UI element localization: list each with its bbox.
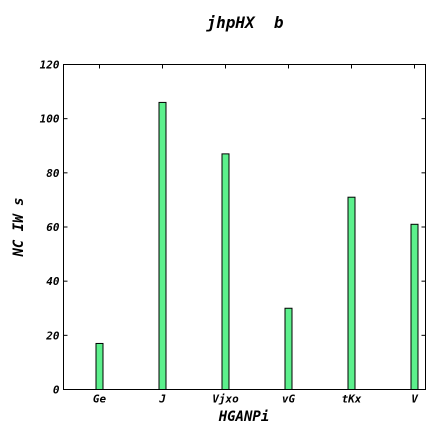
bar-Vjxo [221, 153, 230, 390]
bar-series [95, 101, 419, 391]
x-tick-label: vG [282, 393, 296, 406]
y-tick-label: 100 [40, 113, 60, 126]
plot-area: 0 20 40 60 80 100 120 Ge J Vjxo vG tKx V [40, 59, 426, 406]
bar-V [410, 223, 419, 390]
y-tick-label: 40 [46, 275, 60, 288]
x-tick-label: Vjxo [212, 393, 239, 406]
x-tick-label: V [411, 393, 419, 406]
bar-tKx [347, 196, 356, 390]
y-axis: 0 20 40 60 80 100 120 [40, 59, 426, 397]
y-axis-label: NC IW s [11, 197, 27, 257]
plot-frame [63, 64, 426, 390]
x-tick-label: Ge [93, 393, 107, 406]
x-tick-label: J [158, 393, 166, 406]
x-axis-label: HGANPi [218, 409, 270, 425]
bar-vG [284, 307, 293, 390]
y-tick-label: 20 [45, 329, 60, 342]
x-axis: Ge J Vjxo vG tKx V [93, 64, 419, 406]
y-tick-label: 60 [46, 221, 60, 234]
y-tick-label: 80 [46, 167, 60, 180]
x-tick-label: tKx [342, 393, 362, 406]
y-tick-label: 0 [53, 384, 60, 397]
chart-title: jhpHX b [205, 13, 283, 32]
bar-Ge [95, 342, 104, 391]
bar-J [158, 101, 167, 391]
y-tick-label: 120 [40, 59, 60, 72]
